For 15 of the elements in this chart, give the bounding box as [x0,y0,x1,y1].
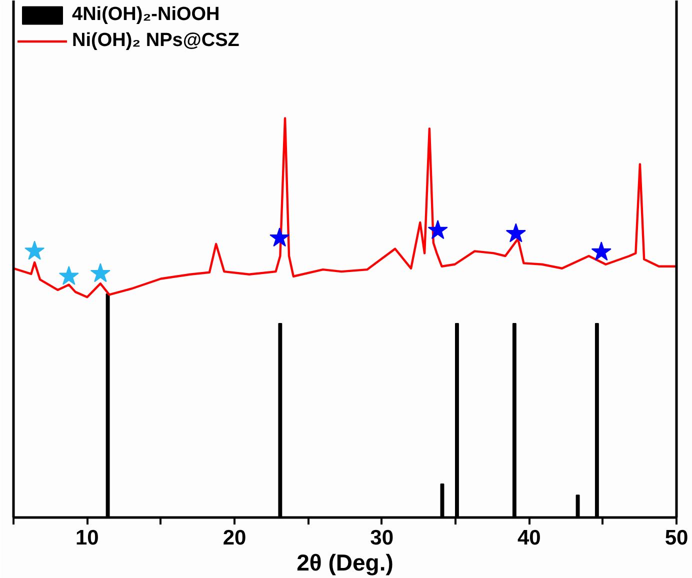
x-tick-label: 50 [664,526,688,550]
x-tick-label: 40 [517,526,541,550]
x-axis-title: 2θ (Deg.) [296,550,394,576]
point [428,220,448,240]
x-tick-label: 30 [370,526,394,550]
x-tick-label: 20 [222,526,246,550]
point [90,263,110,282]
point [506,223,526,242]
legend-label: 4Ni(OH)₂-NiOOH [72,4,220,26]
point [270,228,290,247]
legend-label: Ni(OH)₂ NPs@CSZ [72,30,240,52]
x-tick-label: 10 [75,526,99,550]
point [58,266,79,285]
point [591,242,612,261]
point [24,240,45,260]
